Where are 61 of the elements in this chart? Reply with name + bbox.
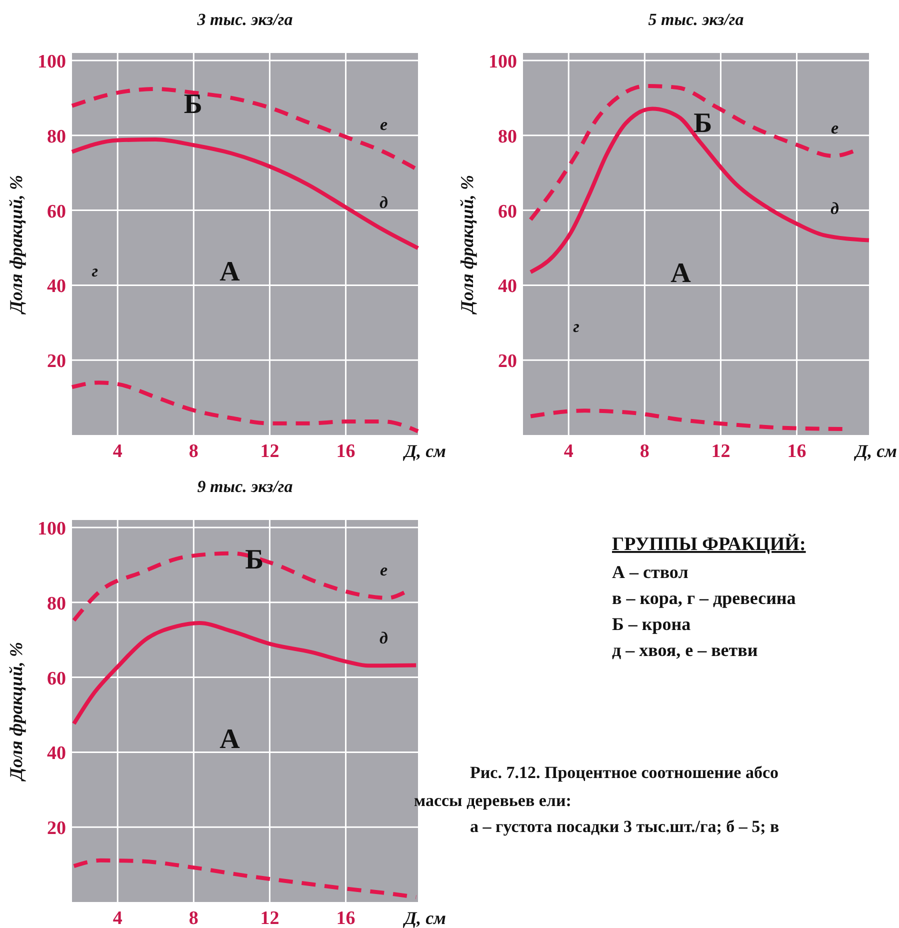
text: в – кора, г – древесина [612, 588, 796, 608]
y-tick-label: 20 [47, 818, 66, 840]
line-series [72, 620, 418, 726]
x-tick-label: 16 [336, 441, 356, 462]
series-label: е [380, 560, 388, 580]
y-tick-label: 20 [498, 351, 517, 372]
line-series [70, 380, 420, 434]
x-tick-label: 16 [787, 441, 806, 462]
y-tick-label: 20 [47, 351, 66, 372]
x-axis-title: Д, см [402, 908, 446, 928]
series-label: е [380, 114, 388, 134]
line-series [70, 138, 420, 250]
y-tick-label: 40 [47, 743, 66, 764]
chart-title: 3 тыс. экз/га [196, 10, 294, 29]
text: ГРУППЫ ФРАКЦИЙ: [612, 533, 806, 555]
x-axis-title: Д, см [853, 441, 897, 461]
y-axis-title: Доля фракций, % [6, 642, 26, 782]
y-axis-title: Доля фракций, % [6, 175, 26, 315]
x-tick-label: 8 [188, 908, 198, 928]
y-tick-label: 100 [38, 518, 66, 540]
x-axis-title: Д, см [402, 441, 446, 461]
x-tick-label: 8 [188, 441, 198, 462]
y-tick-label: 40 [47, 276, 66, 298]
annotation: массы деревьев ели: [414, 791, 572, 810]
x-tick-label: 12 [711, 441, 730, 462]
series-label: д [380, 193, 389, 212]
annotation: г [92, 262, 98, 281]
series-label: д [380, 628, 389, 648]
chart-title: 9 тыс. экз/га [197, 477, 294, 496]
line-series [72, 551, 407, 622]
text: А – ствол [612, 562, 688, 582]
y-tick-label: 80 [498, 126, 517, 148]
series-label: е [831, 118, 840, 138]
text: Б – крона [612, 614, 691, 634]
annotation: А [670, 258, 692, 290]
text: а – густота посадки 3 тыс.шт./га; б – 5; в [470, 817, 780, 836]
x-tick-label: 12 [260, 441, 280, 462]
x-tick-label: 4 [112, 908, 123, 928]
y-tick-label: 100 [38, 51, 66, 72]
x-tick-label: 8 [640, 441, 650, 462]
y-axis-title: Доля фракций, % [457, 175, 477, 315]
text: д – хвоя, е – ветви [612, 640, 758, 660]
line-series [72, 858, 418, 900]
annotation: Б [245, 544, 264, 576]
y-tick-label: 100 [488, 51, 517, 72]
x-tick-label: 4 [112, 441, 123, 462]
y-tick-label: 80 [47, 126, 66, 148]
x-tick-label: 4 [564, 441, 574, 462]
text: Рис. 7.12. Процентное соотношение абсо [470, 763, 779, 782]
y-tick-label: 40 [498, 276, 517, 298]
annotation: Б [694, 108, 712, 139]
chart-title: 5 тыс. экз/га [648, 10, 744, 29]
x-tick-label: 12 [260, 908, 280, 928]
annotation: А [220, 724, 241, 755]
annotation: г [573, 316, 580, 336]
y-tick-label: 80 [47, 593, 66, 614]
y-tick-label: 60 [498, 201, 517, 222]
y-tick-label: 60 [47, 668, 66, 690]
annotation: А [220, 256, 241, 288]
y-tick-label: 60 [47, 201, 66, 222]
x-tick-label: 16 [336, 908, 356, 928]
